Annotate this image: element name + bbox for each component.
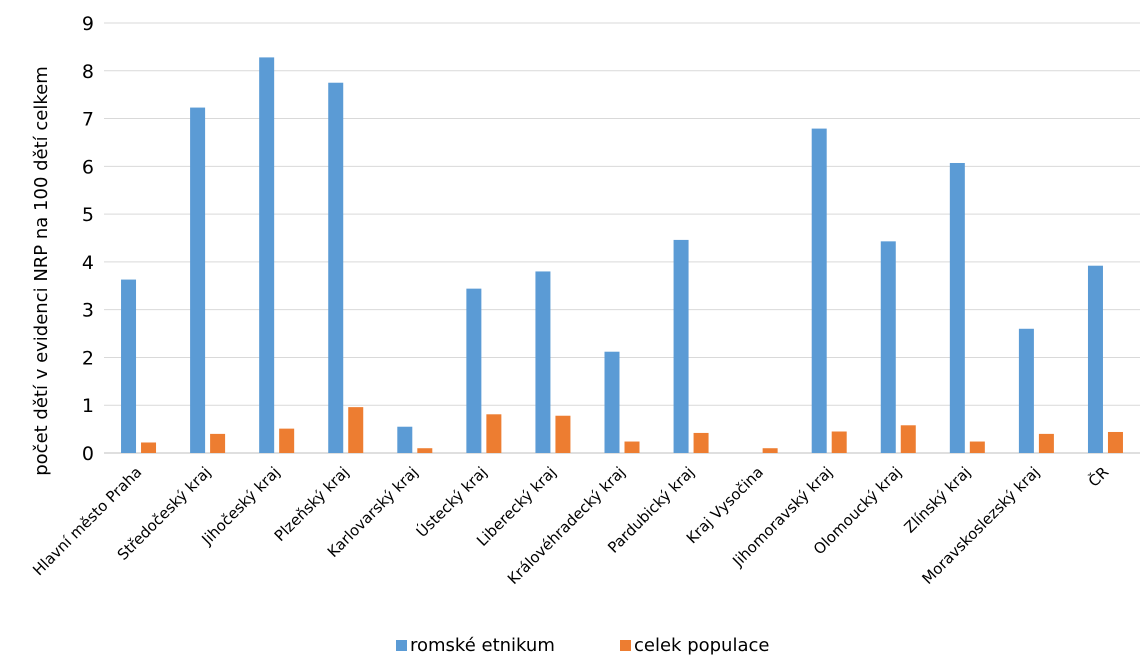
bar-romske-etnikum [880, 241, 896, 453]
legend-label: celek populace [634, 635, 769, 656]
bar-celek-populace [1107, 431, 1123, 453]
legend-item: celek populace [620, 635, 769, 656]
y-tick-label: 6 [82, 156, 94, 178]
x-tick-label: ČR [1084, 462, 1112, 490]
bar-romske-etnikum [1087, 265, 1103, 453]
y-tick-label: 7 [82, 109, 94, 131]
bar-celek-populace [486, 414, 502, 453]
bar-romske-etnikum [328, 82, 344, 453]
bar-romske-etnikum [604, 351, 620, 453]
legend-item: romské etnikum [396, 635, 555, 656]
bar-romske-etnikum [121, 279, 137, 453]
y-tick-label: 8 [82, 61, 94, 83]
legend-label: romské etnikum [410, 635, 555, 656]
legend: romské etnikum celek populace [396, 635, 769, 656]
bar-romske-etnikum [397, 426, 413, 453]
bar-celek-populace [693, 432, 709, 453]
x-tick-label: Zlínský kraj [901, 463, 975, 537]
legend-swatch [396, 640, 407, 651]
bar-romske-etnikum [190, 107, 206, 454]
bar-celek-populace [1038, 433, 1054, 453]
y-tick-label: 1 [82, 395, 94, 417]
bar-celek-populace [279, 428, 295, 453]
bar-romske-etnikum [535, 271, 551, 453]
y-tick-label: 2 [82, 347, 94, 369]
y-axis-label: počet dětí v evidenci NRP na 100 dětí ce… [31, 66, 52, 476]
legend-swatch [620, 640, 631, 651]
bar-celek-populace [762, 448, 778, 453]
x-tick-label: Královéhradecký kraj [504, 463, 629, 588]
bar-romske-etnikum [259, 57, 275, 454]
bar-celek-populace [417, 448, 433, 453]
bar-romske-etnikum [811, 128, 827, 454]
y-tick-label: 3 [82, 300, 94, 322]
y-tick-label: 4 [82, 252, 94, 274]
bar-romske-etnikum [466, 288, 482, 453]
gridlines [104, 22, 1140, 454]
y-tick-label: 9 [82, 13, 94, 35]
bar-romske-etnikum [1018, 328, 1034, 453]
bar-celek-populace [969, 441, 985, 453]
x-tick-label: Moravskoslezský kraj [918, 463, 1043, 588]
y-tick-label: 0 [82, 443, 94, 465]
x-tick-label: Ústecký kraj [412, 462, 491, 541]
y-tick-label: 5 [82, 204, 94, 226]
bars [121, 57, 1123, 454]
bar-celek-populace [210, 433, 226, 453]
bar-celek-populace [555, 415, 571, 453]
bar-celek-populace [831, 431, 847, 453]
bar-celek-populace [348, 407, 364, 453]
bar-romske-etnikum [673, 239, 689, 453]
bar-romske-etnikum [949, 162, 965, 453]
bar-celek-populace [900, 425, 916, 453]
bar-celek-populace [141, 442, 157, 453]
bar-celek-populace [624, 441, 640, 453]
